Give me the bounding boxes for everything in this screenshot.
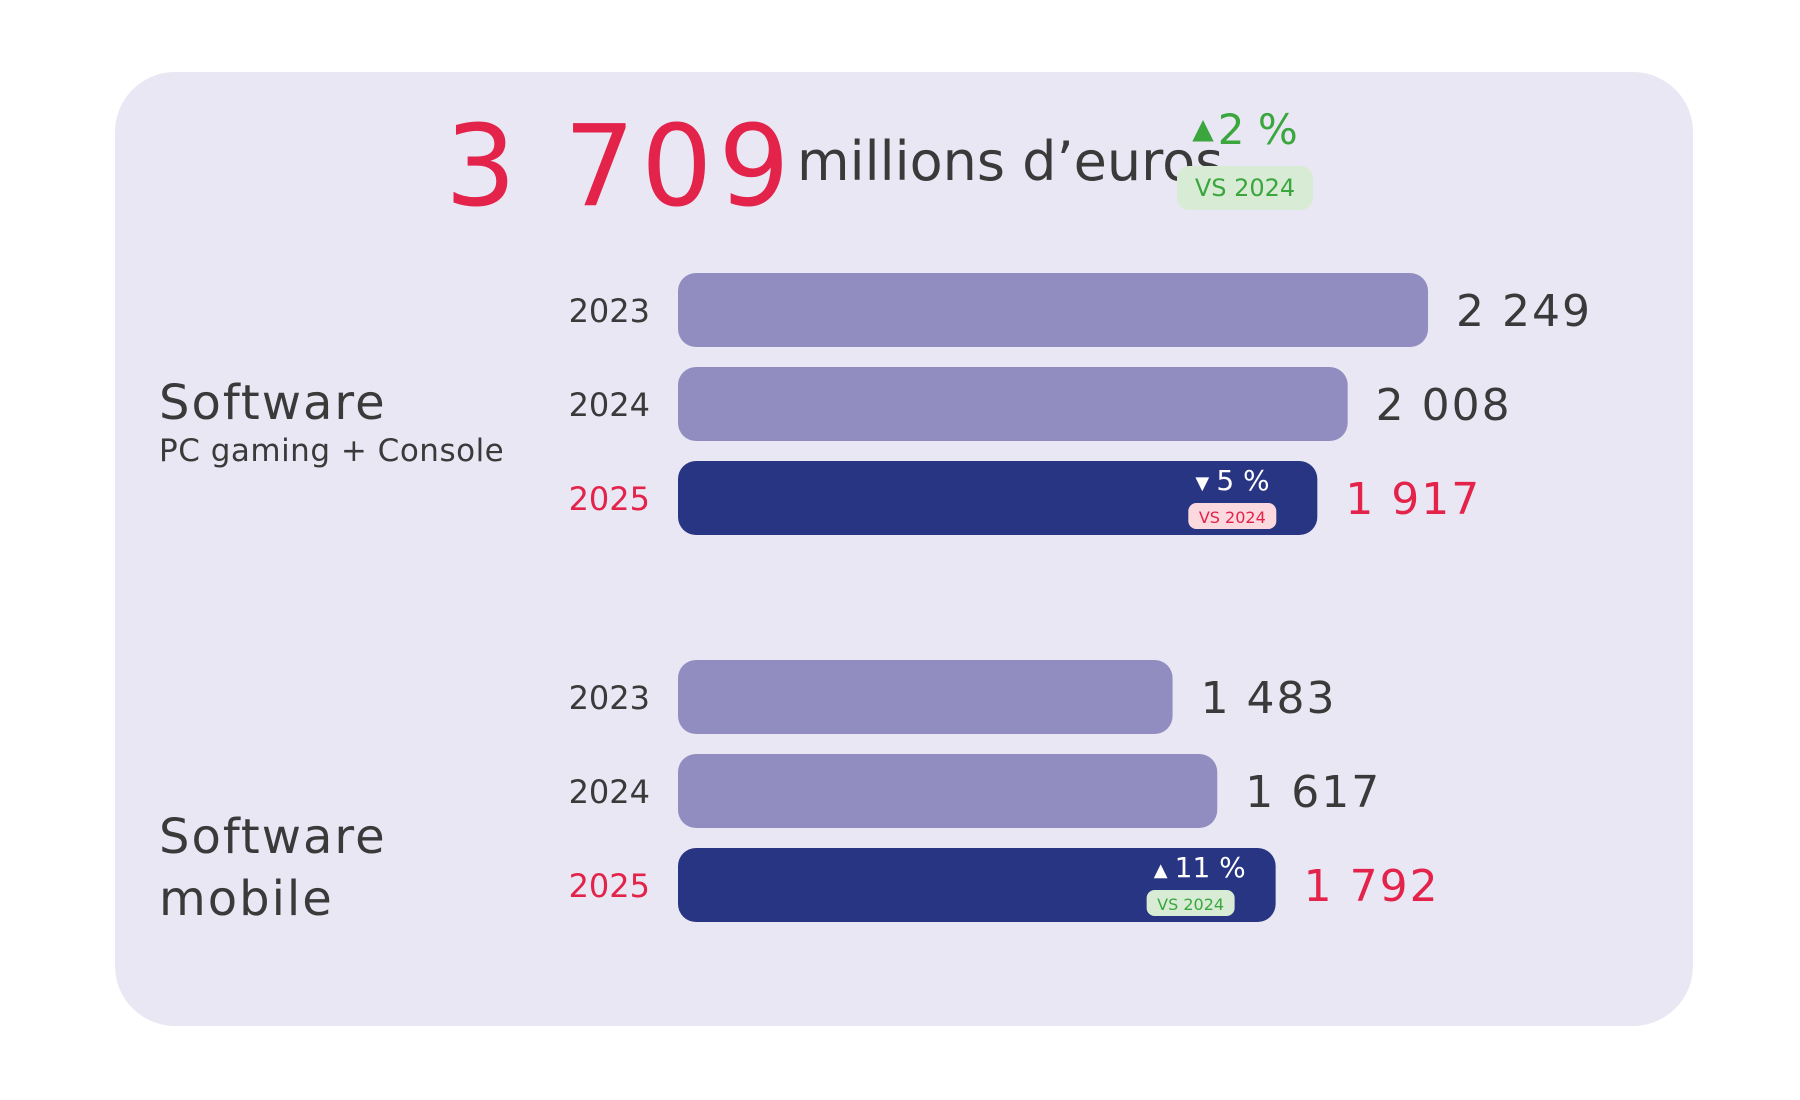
value-label-2023: 1 483 [1201, 673, 1337, 724]
change-badge [1146, 890, 1235, 916]
value-label-2024: 1 617 [1245, 767, 1381, 818]
change-pct: 11 % [1175, 851, 1246, 884]
total-change-pct: 2 % [1217, 105, 1298, 154]
bar-2024 [678, 754, 1218, 828]
bar-2023 [678, 660, 1173, 734]
triangle-down-icon: ▼ [1195, 473, 1209, 494]
total-value: 3 709 [445, 102, 796, 232]
total-change-badge: VS 2024 [1176, 166, 1314, 210]
triangle-up-icon: ▲ [1192, 112, 1214, 145]
value-label-2025: 1 792 [1304, 861, 1440, 912]
value-label-2023: 2 249 [1456, 286, 1592, 337]
change-pct: 5 % [1216, 464, 1269, 497]
bar-2023 [678, 273, 1429, 347]
change-badge-label: VS 2024 [1199, 508, 1266, 527]
group-label-software: Software PC gaming + Console [159, 372, 504, 468]
total-change-indicator: ▲2 % VS 2024 [1170, 102, 1320, 210]
group-title: Software [159, 375, 387, 431]
value-label-2024: 2 008 [1376, 380, 1512, 431]
triangle-up-icon: ▲ [1154, 860, 1168, 881]
category-label-2025: 2025 [569, 867, 650, 905]
change-badge [1188, 503, 1277, 529]
group-subtitle: PC gaming + Console [159, 433, 505, 469]
category-label-2023: 2023 [569, 679, 650, 717]
bar-2024 [678, 367, 1348, 441]
category-label-2024: 2024 [569, 386, 650, 424]
category-label-2023: 2023 [569, 292, 650, 330]
group-label-software-mobile: Software mobile [159, 744, 387, 992]
change-badge-label: VS 2024 [1157, 895, 1224, 914]
total-unit: millions d’euros [797, 130, 1224, 193]
bar-2025 [678, 461, 1318, 535]
value-label-2025: 1 917 [1345, 474, 1481, 525]
bar-2025 [678, 848, 1276, 922]
group-title: Software mobile [159, 809, 387, 927]
category-label-2024: 2024 [569, 773, 650, 811]
category-label-2025: 2025 [569, 480, 650, 518]
